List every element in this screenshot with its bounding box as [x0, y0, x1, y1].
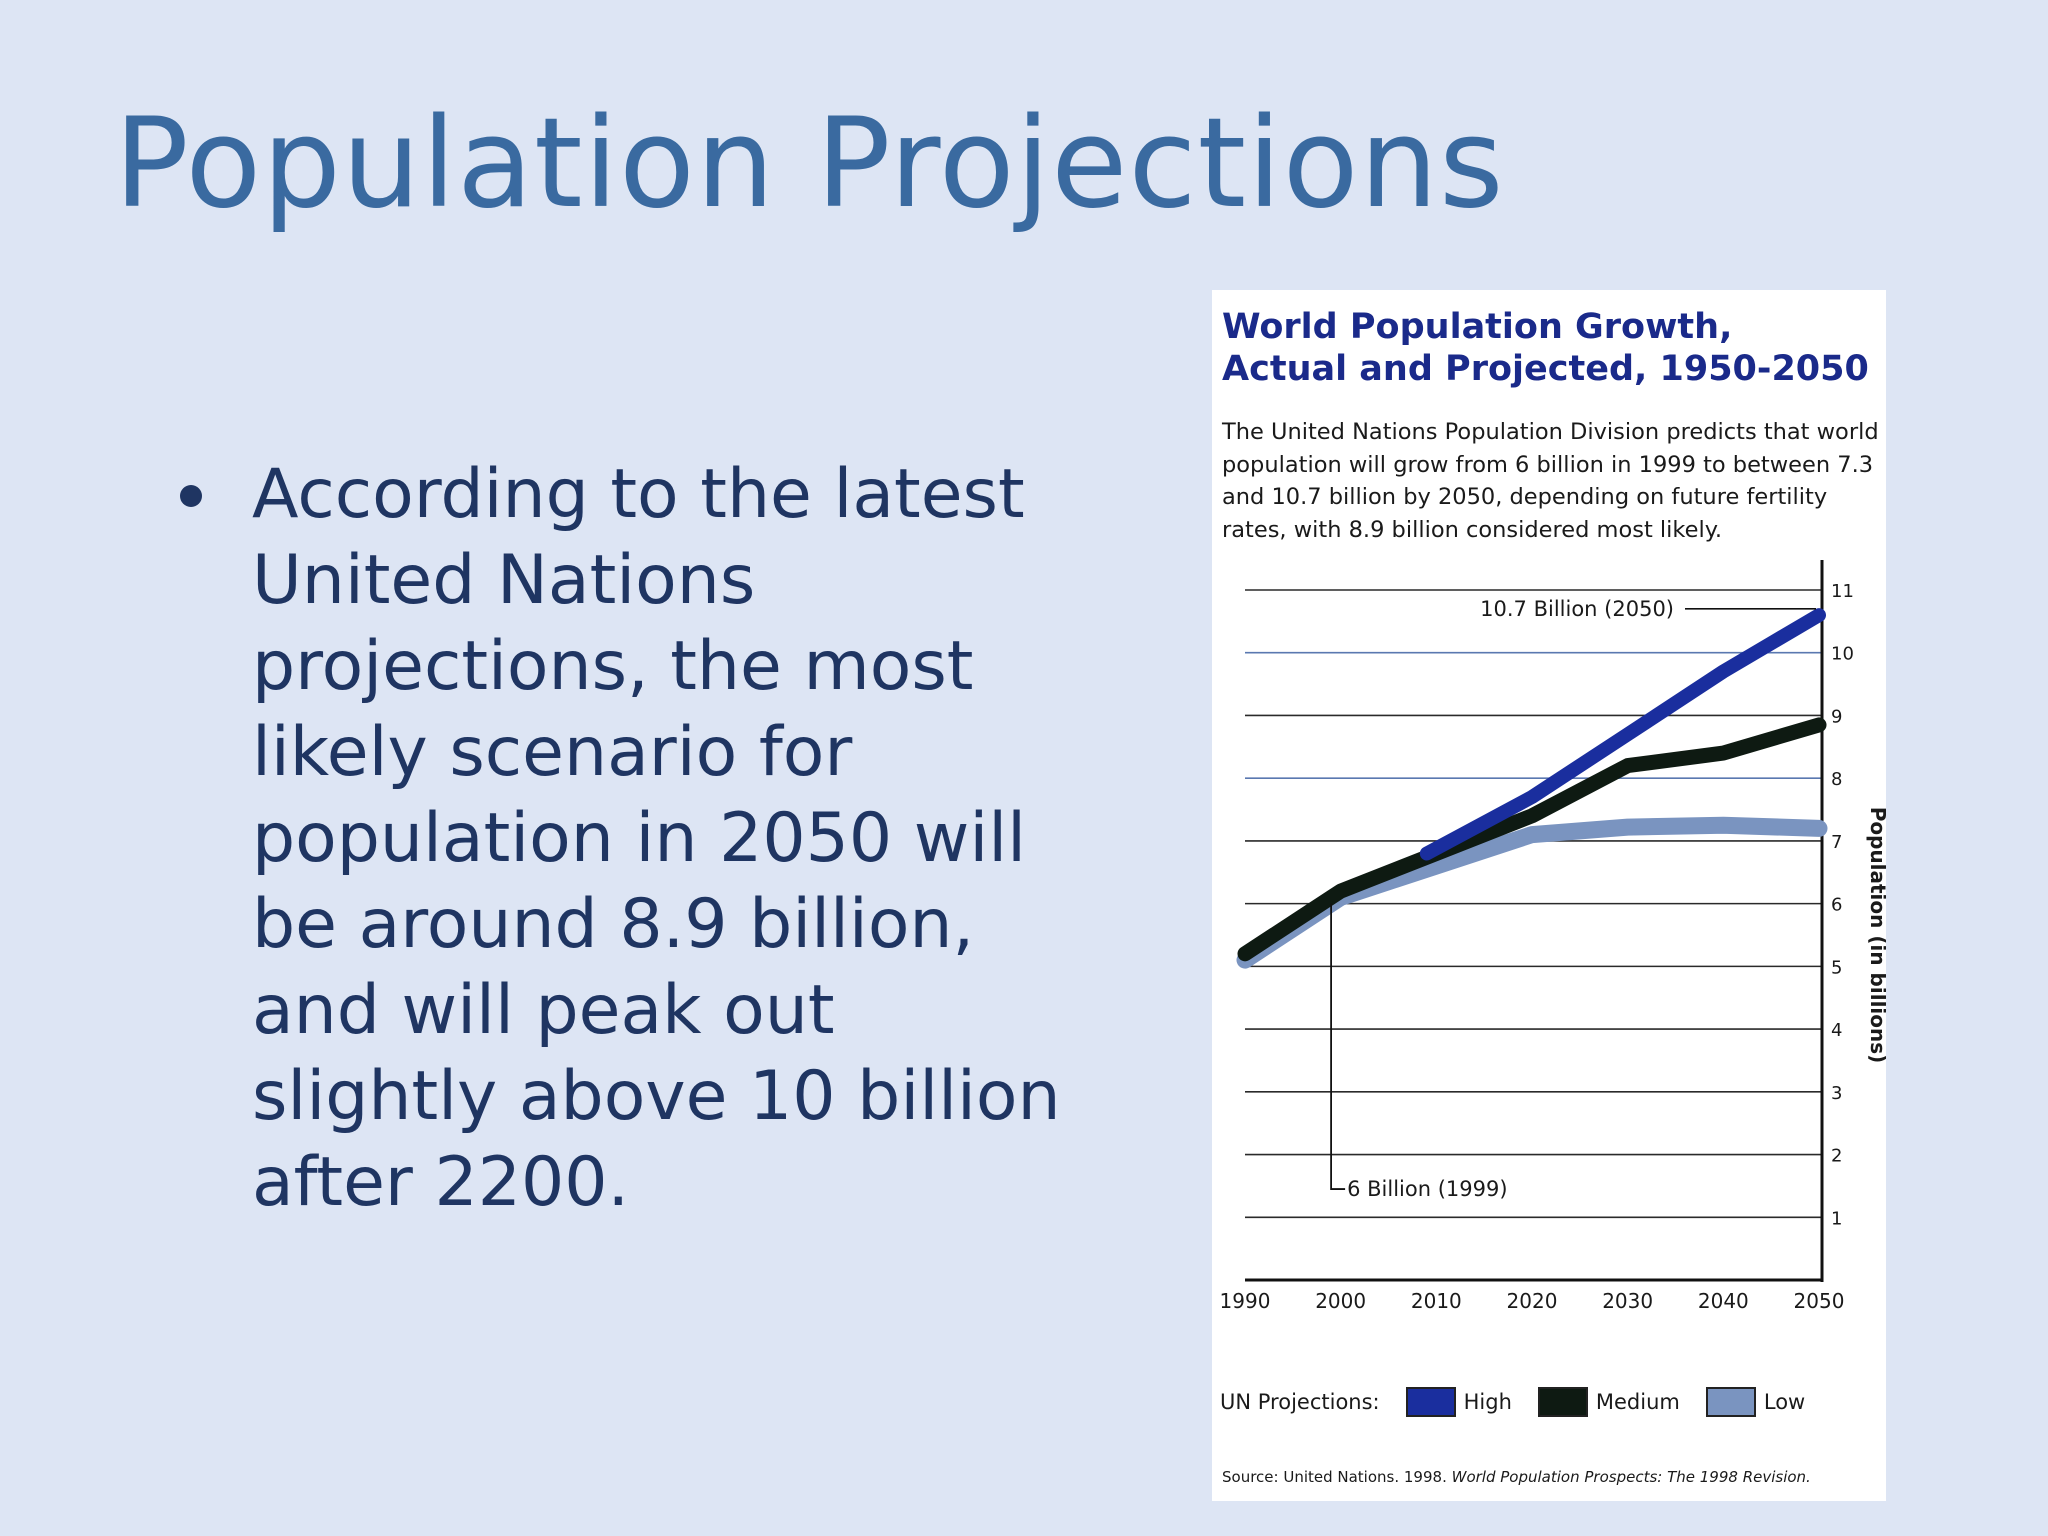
x-tick-label: 2010 — [1411, 1289, 1462, 1313]
y-tick-label: 1 — [1831, 1208, 1842, 1229]
y-tick-label: 7 — [1831, 832, 1842, 853]
chart-subtitle: The United Nations Population Division p… — [1222, 419, 1879, 543]
y-tick-label: 3 — [1831, 1083, 1842, 1104]
bullet-item: According to the latest United Nations p… — [176, 452, 1096, 1226]
y-tick-label: 2 — [1831, 1146, 1842, 1167]
y-tick-label: 5 — [1831, 957, 1842, 978]
population-chart: 1 2 3 4 5 6 7 8 9 10 11 1990 2000 2010 2020 2030 2040 205… — [1220, 560, 1886, 1313]
series-line-medium — [1237, 717, 1827, 962]
y-tick-label: 8 — [1831, 769, 1842, 790]
legend-swatch-medium — [1537, 1387, 1588, 1417]
y-tick-label: 11 — [1831, 581, 1854, 602]
source-prefix: Source: United Nations. 1998. — [1222, 1468, 1447, 1486]
y-tick-label: 10 — [1831, 644, 1854, 665]
chart-title-line2: Actual and Projected, 1950-2050 — [1222, 349, 1869, 389]
legend-label-high: High — [1463, 1390, 1512, 1414]
series-line-high — [1419, 608, 1826, 861]
x-tick-label: 2050 — [1794, 1289, 1845, 1313]
x-tick-label: 2040 — [1698, 1289, 1749, 1313]
chart-title-line1: World Population Growth, — [1222, 307, 1733, 347]
legend-label-medium: Medium — [1595, 1390, 1680, 1414]
y-tick-label: 6 — [1831, 895, 1842, 916]
y-axis-label: Population (in billions) — [1866, 807, 1886, 1064]
x-tick-label: 1990 — [1220, 1289, 1271, 1313]
legend-title: UN Projections: — [1220, 1390, 1380, 1414]
x-tick-label: 2020 — [1507, 1289, 1558, 1313]
annotation-high-2050: 10.7 Billion (2050) — [1480, 597, 1674, 621]
bullet-text: According to the latest United Nations p… — [252, 455, 1061, 1222]
x-tick-label: 2000 — [1315, 1289, 1366, 1313]
bullet-dot — [180, 485, 202, 507]
legend-swatch-low — [1705, 1387, 1756, 1417]
y-tick-label: 4 — [1831, 1020, 1842, 1041]
annotation-1999: 6 Billion (1999) — [1347, 1177, 1507, 1201]
x-tick-label: 2030 — [1602, 1289, 1653, 1313]
chart-panel: World Population Growth, Actual and Proj… — [1212, 290, 1886, 1501]
chart-legend: UN Projections: High Medium Low — [1220, 1382, 1831, 1422]
legend-label-low: Low — [1763, 1390, 1806, 1414]
annotation-leader — [1330, 903, 1346, 1190]
slide-title: Population Projections — [114, 92, 1505, 236]
bullet-list: According to the latest United Nations p… — [176, 452, 1096, 1226]
legend-swatch-high — [1405, 1387, 1456, 1417]
chart-title: World Population Growth, Actual and Proj… — [1222, 306, 1882, 390]
chart-source: Source: United Nations. 1998. World Popu… — [1222, 1468, 1811, 1486]
y-tick-label: 9 — [1831, 706, 1842, 727]
source-title: World Population Prospects: The 1998 Rev… — [1451, 1468, 1811, 1486]
